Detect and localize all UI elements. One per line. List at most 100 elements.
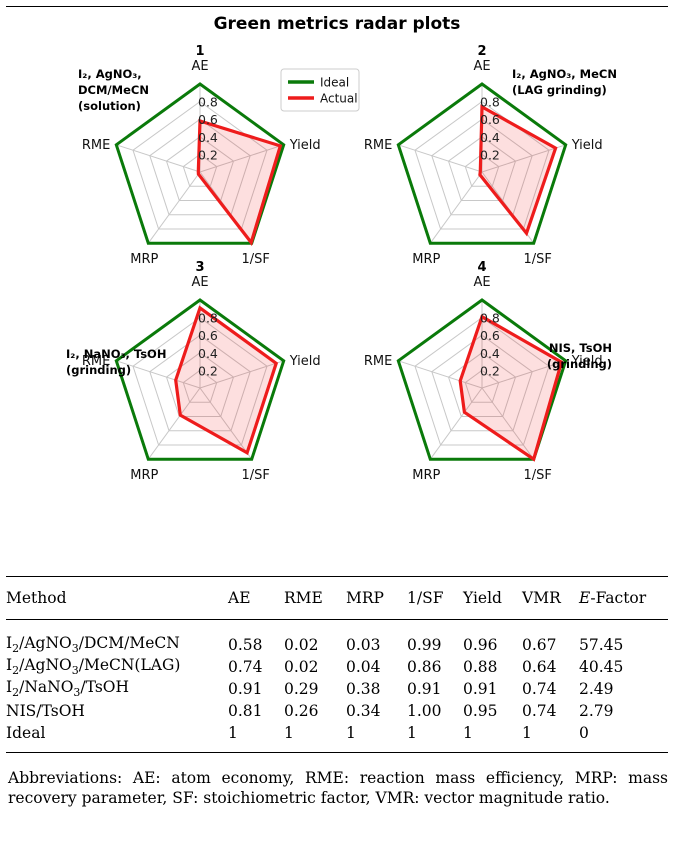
value-cell: 0.91 bbox=[228, 680, 263, 698]
value-cell: 0.03 bbox=[346, 636, 381, 654]
grid-ring bbox=[182, 153, 218, 187]
radial-tick-label: 0.8 bbox=[198, 311, 218, 326]
table-bottom-rule bbox=[6, 752, 668, 753]
table-row: NIS/TsOH 0.81 0.26 0.34 1.00 0.95 0.74 2.79 bbox=[6, 700, 668, 722]
grid-spoke bbox=[398, 360, 483, 389]
grid-ring bbox=[464, 153, 500, 187]
value-cell: 0.95 bbox=[463, 702, 498, 720]
method-cell: NIS/TsOH bbox=[6, 702, 85, 720]
radial-tick-label: 0.4 bbox=[198, 130, 218, 145]
grid-ring bbox=[132, 100, 268, 230]
radial-tick-label: 0.2 bbox=[480, 147, 500, 162]
value-cell: 0.38 bbox=[346, 680, 381, 698]
radar-plot-3: 0.2 0.4 0.6 0.8 AE Yield 1/SF MRP RME 3 I₂, NaNO₃,… bbox=[66, 260, 321, 483]
axis-label-rme: RME bbox=[82, 138, 110, 153]
table-header-rule bbox=[6, 619, 668, 620]
method-cell: I2/AgNO3/MeCN(LAG) bbox=[6, 656, 181, 678]
grid-ring bbox=[414, 316, 550, 446]
radial-tick-label: 0.2 bbox=[198, 147, 218, 162]
grid-spoke bbox=[481, 144, 566, 173]
header-rme: RME bbox=[284, 589, 323, 607]
value-cell: 0.02 bbox=[284, 658, 319, 676]
legend-box bbox=[280, 68, 360, 112]
grid-ring bbox=[431, 334, 533, 432]
axis-label-rme: RME bbox=[82, 354, 110, 369]
radar-plot-1: 0.2 0.4 0.6 0.8 AE Yield 1/SF MRP RME 1 I₂, AgNO₃,… bbox=[78, 44, 321, 267]
grid-ring bbox=[132, 316, 268, 446]
axis-label-mrp: MRP bbox=[412, 468, 440, 483]
value-cell: 2.49 bbox=[579, 680, 614, 698]
grid-spoke bbox=[116, 144, 201, 173]
grid-ring bbox=[464, 369, 500, 403]
metrics-table-wrap: Method AE RME MRP 1/SF Yield VMR E-Facto… bbox=[6, 576, 668, 753]
value-cell: 0 bbox=[579, 724, 589, 742]
value-cell: 0.26 bbox=[284, 702, 319, 720]
series-actual-area bbox=[458, 314, 564, 462]
value-cell: 0.34 bbox=[346, 702, 381, 720]
value-cell: 1 bbox=[522, 724, 532, 742]
value-cell: 0.81 bbox=[228, 702, 263, 720]
grid-ring bbox=[182, 369, 218, 403]
series-ideal-line bbox=[114, 82, 286, 245]
value-cell: 40.45 bbox=[579, 658, 624, 676]
radial-tick-label: 0.4 bbox=[480, 130, 500, 145]
header-mrp: MRP bbox=[346, 589, 384, 607]
radial-tick-label: 0.2 bbox=[480, 363, 500, 378]
radial-tick-label: 0.6 bbox=[198, 328, 218, 343]
table-top-rule bbox=[6, 576, 668, 577]
value-cell: 1 bbox=[463, 724, 473, 742]
plot-number: 1 bbox=[195, 44, 204, 59]
axis-label-rme: RME bbox=[364, 354, 392, 369]
grid-spoke bbox=[199, 360, 284, 389]
grid-spoke bbox=[481, 360, 566, 389]
radar-plot-4: 0.2 0.4 0.6 0.8 AE Yield 1/SF MRP RME 4 NIS, TsOH (… bbox=[364, 260, 612, 483]
abbreviations-footnote: Abbreviations: AE: atom economy, RME: re… bbox=[8, 769, 668, 807]
axis-label-mrp: MRP bbox=[130, 468, 158, 483]
method-cell: I2/NaNO3/TsOH bbox=[6, 678, 130, 700]
plot-condition-label: (grinding) bbox=[66, 363, 131, 377]
method-cell: I2/AgNO3/DCM/MeCN bbox=[6, 634, 180, 656]
grid-spoke bbox=[429, 171, 483, 244]
axis-label-rme: RME bbox=[364, 138, 392, 153]
plot-condition-label: I₂, AgNO₃, bbox=[78, 67, 142, 81]
table-row: I2/AgNO3/DCM/MeCN 0.58 0.02 0.03 0.99 0.96 0.6… bbox=[6, 620, 668, 656]
series-actual-area bbox=[478, 104, 558, 237]
plot-number: 4 bbox=[477, 260, 486, 275]
plot-number: 3 bbox=[195, 260, 204, 275]
grid-spoke bbox=[398, 144, 483, 173]
header-yield: Yield bbox=[463, 589, 502, 607]
value-cell: 0.74 bbox=[522, 702, 557, 720]
plot-condition-label: NIS, TsOH bbox=[549, 341, 612, 355]
value-cell: 1 bbox=[346, 724, 356, 742]
top-rule bbox=[6, 6, 668, 7]
value-cell: 0.74 bbox=[228, 658, 263, 676]
plot-condition-label: I₂, AgNO₃, MeCN bbox=[512, 67, 617, 81]
header-vmr: VMR bbox=[522, 589, 561, 607]
value-cell: 0.58 bbox=[228, 636, 263, 654]
grid-spoke bbox=[116, 360, 201, 389]
value-cell: 0.96 bbox=[463, 636, 498, 654]
value-cell: 0.99 bbox=[407, 636, 442, 654]
header-method: Method bbox=[6, 589, 67, 607]
grid-spoke bbox=[429, 387, 483, 460]
axis-label-yield: Yield bbox=[571, 354, 603, 369]
grid-ring bbox=[165, 136, 235, 201]
axis-label-mrp: MRP bbox=[130, 252, 158, 267]
value-cell: 0.88 bbox=[463, 658, 498, 676]
figure-title: Green metrics radar plots bbox=[213, 14, 461, 34]
legend: Ideal Actual bbox=[280, 68, 360, 112]
grid-ring bbox=[414, 100, 550, 230]
axis-label-1sf: 1/SF bbox=[524, 468, 552, 483]
legend-label-actual: Actual bbox=[320, 92, 358, 106]
value-cell: 1 bbox=[407, 724, 417, 742]
grid-ring bbox=[149, 334, 251, 432]
axis-label-ae: AE bbox=[191, 59, 208, 74]
plot-condition-label: (grinding) bbox=[547, 357, 612, 371]
value-cell: 1 bbox=[228, 724, 238, 742]
grid-spoke bbox=[147, 171, 201, 244]
radial-tick-label: 0.4 bbox=[198, 346, 218, 361]
header-1sf: 1/SF bbox=[407, 589, 444, 607]
grid-spoke bbox=[199, 144, 284, 173]
value-cell: 0.91 bbox=[463, 680, 498, 698]
axis-label-ae: AE bbox=[473, 59, 490, 74]
